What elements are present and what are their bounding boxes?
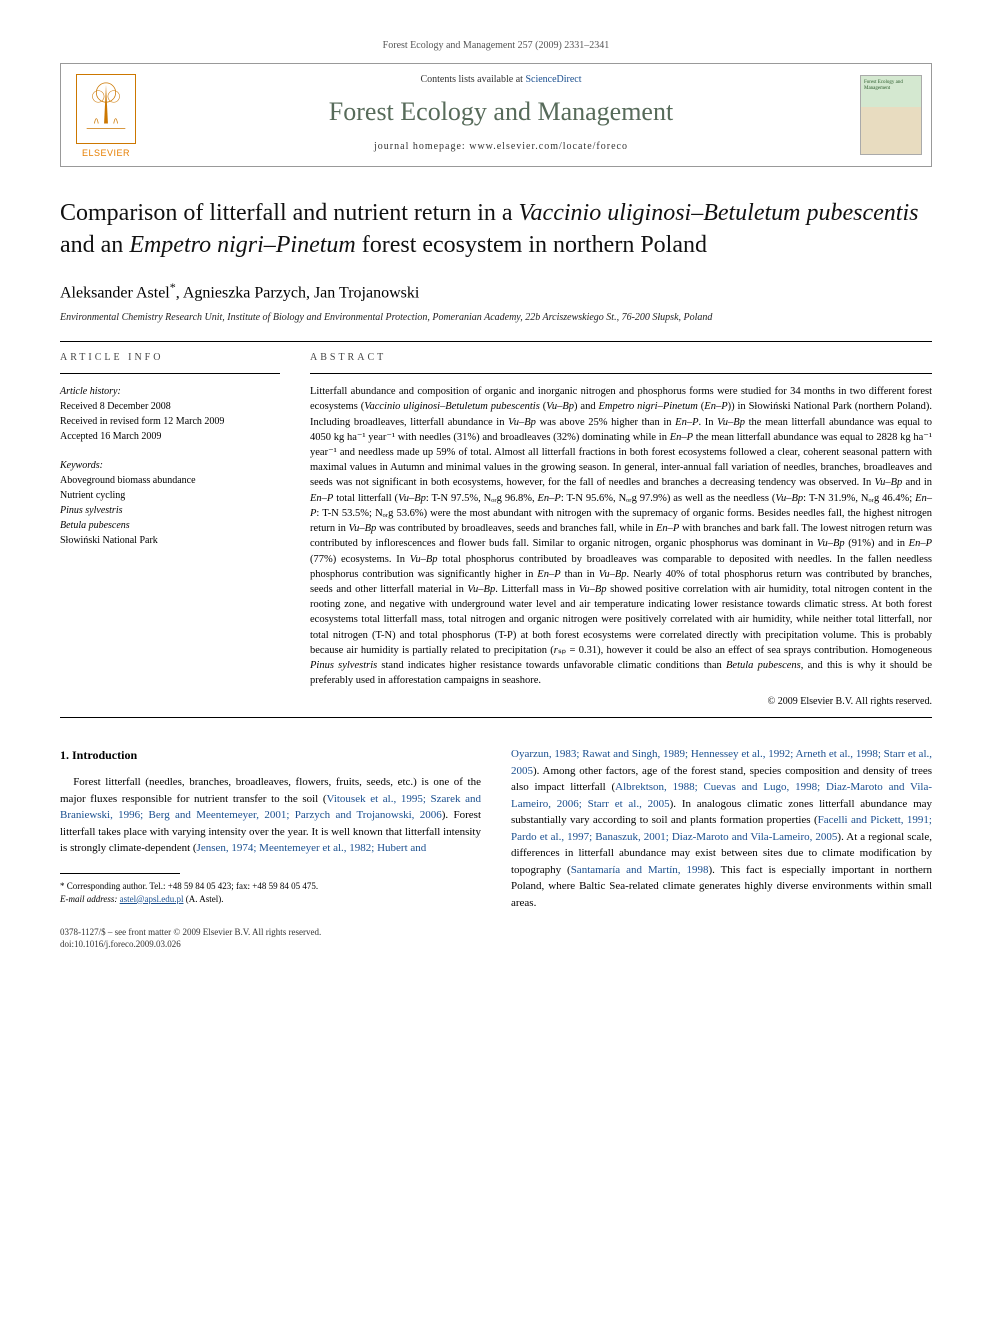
keyword: Betula pubescens — [60, 518, 280, 533]
body-columns: 1. Introduction Forest litterfall (needl… — [60, 746, 932, 911]
email-label: E-mail address: — [60, 894, 120, 904]
divider — [60, 373, 280, 374]
accepted-date: Accepted 16 March 2009 — [60, 429, 280, 444]
abstract-label: ABSTRACT — [310, 352, 932, 363]
article-title: Comparison of litterfall and nutrient re… — [60, 197, 932, 262]
divider — [60, 341, 932, 342]
keyword: Słowiński National Park — [60, 533, 280, 548]
homepage-url: www.elsevier.com/locate/foreco — [469, 141, 628, 152]
cover-title: Forest Ecology and Management — [864, 80, 921, 91]
abstract-col: ABSTRACT Litterfall abundance and compos… — [310, 352, 932, 707]
body-paragraph: Oyarzun, 1983; Rawat and Singh, 1989; He… — [511, 746, 932, 911]
corresponding-author-note: * Corresponding author. Tel.: +48 59 84 … — [60, 880, 481, 893]
homepage-prefix: journal homepage: — [374, 141, 469, 152]
publisher-logo-cell: ELSEVIER — [61, 64, 151, 166]
publisher-name: ELSEVIER — [82, 148, 130, 158]
corresponding-mark: * — [170, 280, 176, 294]
section-heading: 1. Introduction — [60, 746, 481, 764]
email-suffix: (A. Astel). — [183, 894, 223, 904]
footnote-block: * Corresponding author. Tel.: +48 59 84 … — [60, 880, 481, 905]
info-abstract-row: ARTICLE INFO Article history: Received 8… — [60, 352, 932, 707]
contents-line: Contents lists available at ScienceDirec… — [159, 74, 843, 85]
authors-line: Aleksander Astel*, Agnieszka Parzych, Ja… — [60, 280, 932, 302]
footnote-divider — [60, 873, 180, 874]
body-paragraph: Forest litterfall (needles, branches, br… — [60, 774, 481, 857]
bottom-meta: 0378-1127/$ – see front matter © 2009 El… — [60, 927, 932, 950]
title-part: forest ecosystem in northern Poland — [356, 232, 707, 258]
author: Aleksander Astel — [60, 284, 170, 301]
author: Agnieszka Parzych — [183, 284, 306, 301]
cover-thumb-cell: Forest Ecology and Management — [851, 64, 931, 166]
contents-prefix: Contents lists available at — [420, 74, 525, 85]
divider — [60, 717, 932, 718]
abstract-copyright: © 2009 Elsevier B.V. All rights reserved… — [310, 696, 932, 707]
affiliation: Environmental Chemistry Research Unit, I… — [60, 312, 932, 323]
keywords-heading: Keywords: — [60, 458, 280, 473]
title-part: and an — [60, 232, 129, 258]
divider — [310, 373, 932, 374]
running-head: Forest Ecology and Management 257 (2009)… — [60, 40, 932, 51]
revised-date: Received in revised form 12 March 2009 — [60, 414, 280, 429]
doi-line: doi:10.1016/j.foreco.2009.03.026 — [60, 939, 932, 951]
title-part: Comparison of litterfall and nutrient re… — [60, 200, 519, 226]
elsevier-tree-icon — [76, 74, 136, 144]
body-right-col: Oyarzun, 1983; Rawat and Singh, 1989; He… — [511, 746, 932, 911]
email-line: E-mail address: astel@apsl.edu.pl (A. As… — [60, 893, 481, 906]
keywords-block: Keywords: Aboveground biomass abundance … — [60, 458, 280, 548]
body-left-col: 1. Introduction Forest litterfall (needl… — [60, 746, 481, 911]
keyword: Pinus sylvestris — [60, 503, 280, 518]
journal-name: Forest Ecology and Management — [159, 97, 843, 127]
article-info-col: ARTICLE INFO Article history: Received 8… — [60, 352, 280, 707]
sciencedirect-link[interactable]: ScienceDirect — [525, 74, 581, 85]
front-matter-line: 0378-1127/$ – see front matter © 2009 El… — [60, 927, 932, 939]
author: Jan Trojanowski — [314, 284, 419, 301]
received-date: Received 8 December 2008 — [60, 399, 280, 414]
keyword: Aboveground biomass abundance — [60, 473, 280, 488]
article-info-label: ARTICLE INFO — [60, 352, 280, 363]
header-center: Contents lists available at ScienceDirec… — [151, 64, 851, 166]
email-link[interactable]: astel@apsl.edu.pl — [120, 894, 184, 904]
journal-cover-icon: Forest Ecology and Management — [860, 75, 922, 155]
title-italic: Vaccinio uliginosi–Betuletum pubescentis — [519, 200, 919, 226]
abstract-text: Litterfall abundance and composition of … — [310, 384, 932, 688]
keyword: Nutrient cycling — [60, 488, 280, 503]
article-history: Article history: Received 8 December 200… — [60, 384, 280, 444]
homepage-line: journal homepage: www.elsevier.com/locat… — [159, 141, 843, 152]
journal-header: ELSEVIER Contents lists available at Sci… — [60, 63, 932, 167]
title-italic: Empetro nigri–Pinetum — [129, 232, 355, 258]
history-heading: Article history: — [60, 384, 280, 399]
